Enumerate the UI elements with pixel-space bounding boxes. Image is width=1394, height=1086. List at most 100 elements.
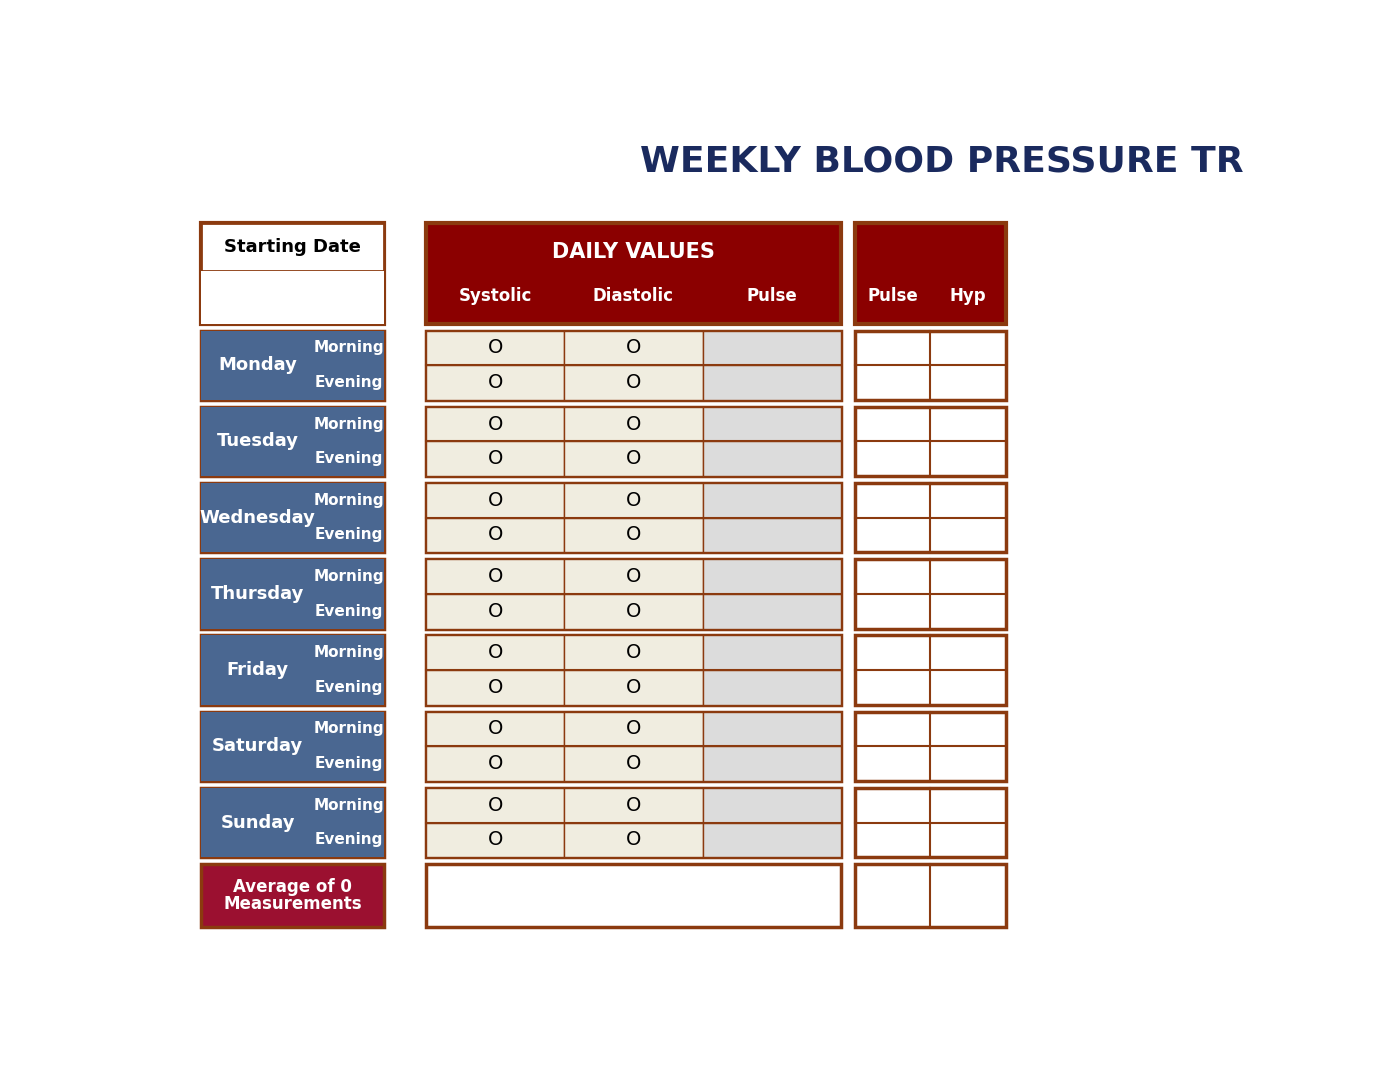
- Text: Evening: Evening: [315, 604, 383, 619]
- Bar: [703, 365, 841, 400]
- Bar: [314, 594, 383, 629]
- Bar: [201, 864, 383, 927]
- Text: O: O: [626, 831, 641, 849]
- Text: Morning: Morning: [314, 721, 383, 736]
- Text: O: O: [626, 796, 641, 814]
- Text: O: O: [626, 567, 641, 586]
- Text: Morning: Morning: [314, 798, 383, 812]
- Text: Morning: Morning: [314, 569, 383, 584]
- Bar: [703, 594, 841, 629]
- Bar: [201, 407, 314, 476]
- Bar: [703, 518, 841, 553]
- Text: Evening: Evening: [315, 756, 383, 771]
- Text: O: O: [488, 754, 503, 773]
- Bar: [565, 670, 703, 705]
- Bar: [201, 483, 383, 553]
- Bar: [565, 518, 703, 553]
- Bar: [703, 559, 841, 594]
- Text: O: O: [626, 602, 641, 621]
- Text: Hyp: Hyp: [949, 287, 987, 304]
- Text: O: O: [488, 491, 503, 509]
- Bar: [565, 788, 703, 822]
- Bar: [427, 746, 565, 781]
- Bar: [201, 330, 383, 400]
- Text: O: O: [488, 720, 503, 738]
- Text: O: O: [488, 643, 503, 662]
- Text: Evening: Evening: [315, 680, 383, 695]
- Bar: [427, 330, 841, 400]
- Bar: [855, 788, 1006, 857]
- Bar: [201, 635, 383, 705]
- Bar: [314, 711, 383, 746]
- Text: O: O: [488, 831, 503, 849]
- Bar: [427, 559, 841, 629]
- Bar: [855, 559, 1006, 629]
- Text: Tuesday: Tuesday: [216, 432, 298, 451]
- Bar: [565, 559, 703, 594]
- Text: O: O: [626, 339, 641, 357]
- Text: O: O: [626, 720, 641, 738]
- Text: Systolic: Systolic: [459, 287, 533, 304]
- Bar: [855, 483, 1006, 553]
- Text: Diastolic: Diastolic: [592, 287, 673, 304]
- Bar: [427, 864, 841, 927]
- Text: O: O: [488, 678, 503, 697]
- Text: O: O: [626, 754, 641, 773]
- Bar: [855, 864, 1006, 927]
- Bar: [427, 711, 841, 781]
- Bar: [565, 483, 703, 518]
- Text: Average of 0: Average of 0: [233, 879, 351, 896]
- Bar: [314, 559, 383, 594]
- Bar: [855, 407, 1006, 476]
- Bar: [427, 594, 565, 629]
- Text: O: O: [488, 339, 503, 357]
- Text: Thursday: Thursday: [210, 585, 304, 603]
- Text: O: O: [626, 415, 641, 433]
- Bar: [427, 788, 841, 857]
- Text: Pulse: Pulse: [867, 287, 917, 304]
- Bar: [314, 635, 383, 670]
- Text: O: O: [488, 602, 503, 621]
- Text: O: O: [626, 526, 641, 544]
- Bar: [427, 518, 565, 553]
- Bar: [201, 559, 383, 629]
- Bar: [201, 635, 314, 705]
- Bar: [201, 559, 314, 629]
- Bar: [314, 788, 383, 822]
- Bar: [565, 365, 703, 400]
- Bar: [565, 635, 703, 670]
- Bar: [427, 330, 565, 365]
- Bar: [314, 670, 383, 705]
- Text: Evening: Evening: [315, 528, 383, 542]
- Bar: [855, 635, 1006, 705]
- Bar: [427, 559, 565, 594]
- Bar: [565, 711, 703, 746]
- Text: O: O: [626, 491, 641, 509]
- Text: O: O: [488, 415, 503, 433]
- Bar: [427, 224, 841, 324]
- Bar: [314, 746, 383, 781]
- Bar: [427, 670, 565, 705]
- Text: Evening: Evening: [315, 832, 383, 847]
- Text: Morning: Morning: [314, 340, 383, 355]
- Bar: [565, 330, 703, 365]
- Bar: [201, 711, 314, 781]
- Text: O: O: [626, 372, 641, 392]
- Text: Saturday: Saturday: [212, 737, 302, 756]
- Bar: [427, 483, 565, 518]
- Text: O: O: [488, 567, 503, 586]
- Bar: [314, 407, 383, 441]
- Text: O: O: [626, 678, 641, 697]
- Bar: [703, 711, 841, 746]
- Bar: [201, 788, 383, 857]
- Bar: [565, 594, 703, 629]
- Bar: [703, 407, 841, 441]
- Text: DAILY VALUES: DAILY VALUES: [552, 241, 715, 262]
- Bar: [314, 365, 383, 400]
- Text: Pulse: Pulse: [746, 287, 797, 304]
- Text: Morning: Morning: [314, 645, 383, 660]
- Bar: [703, 670, 841, 705]
- Bar: [201, 224, 383, 324]
- Text: Sunday: Sunday: [220, 813, 294, 832]
- Bar: [427, 635, 565, 670]
